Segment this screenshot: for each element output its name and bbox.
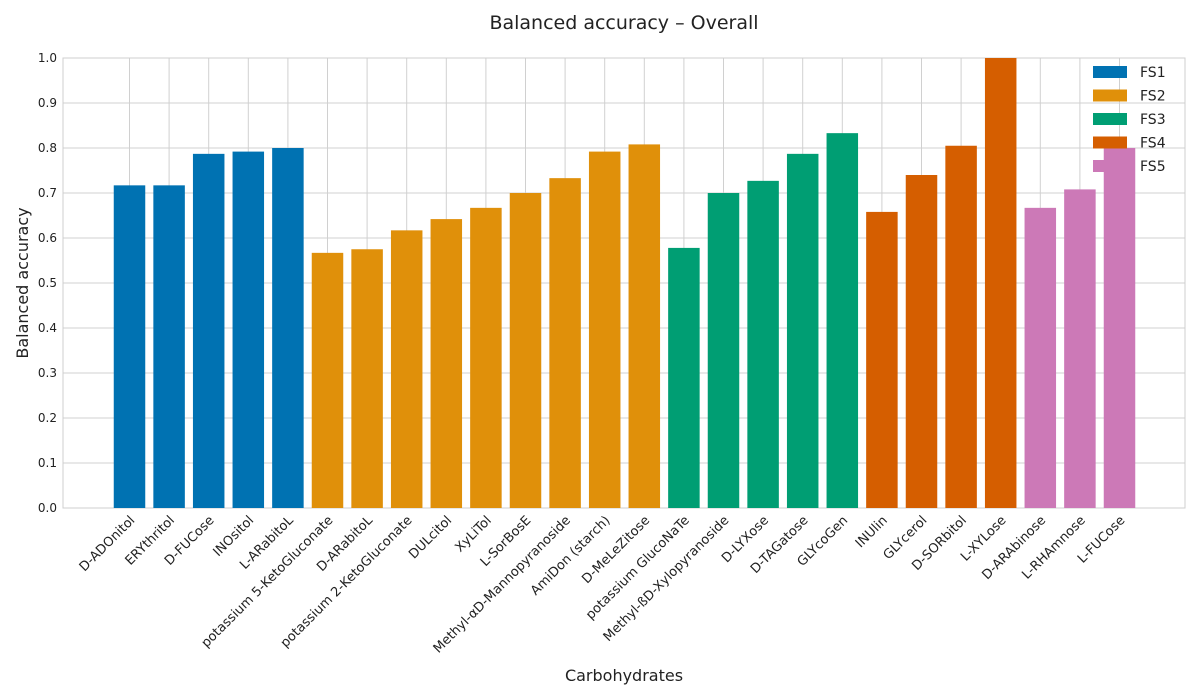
bar-fs4 [866,211,898,508]
bar-fs5 [1103,148,1136,508]
bar-fs2 [509,193,542,508]
y-tick-label: 0.6 [38,231,57,245]
x-tick-label: INUlin [853,513,891,551]
bars-layer [113,58,1136,508]
bar-fs1 [192,153,225,508]
chart-title: Balanced accuracy – Overall [489,12,758,34]
y-tick-label: 0.0 [38,501,57,515]
legend-swatch [1093,113,1127,125]
y-tick-label: 0.7 [38,186,57,200]
bar-fs1 [113,185,146,508]
bar-fs2 [549,178,581,508]
y-ticks: 0.0 0.1 0.2 0.3 0.4 0.5 0.6 0.7 0.8 0.9 1.0 [38,51,57,515]
bar-fs5 [1024,207,1057,508]
bar-fs2 [351,249,383,508]
y-tick-label: 0.4 [38,321,57,335]
y-tick-label: 0.3 [38,366,57,380]
x-axis-label: Carbohydrates [565,666,683,685]
y-tick-label: 0.8 [38,141,57,155]
bar-fs2 [430,219,463,508]
bar-fs2 [628,144,661,508]
x-ticks: D-ADOnitolERYthritolD-FUCoseINOsitolL-AR… [77,513,1129,657]
legend-swatch [1093,89,1127,102]
legend-label: FS5 [1140,159,1166,175]
bar-fs3 [668,247,700,508]
bar-fs1 [153,185,185,508]
bar-fs4 [984,58,1017,508]
bar-fs5 [1064,189,1096,508]
legend: FS1 FS2 FS3 FS4 FS5 [1093,65,1166,175]
bar-fs4 [905,175,938,508]
y-axis-label: Balanced accuracy [13,207,32,358]
y-tick-label: 0.5 [38,276,57,290]
bar-fs3 [747,180,779,508]
bar-fs2 [311,252,344,508]
bar-fs2 [470,207,502,508]
legend-swatch [1093,136,1127,149]
legend-swatch [1093,160,1127,172]
bar-fs3 [786,153,819,508]
bar-fs1 [272,148,304,508]
legend-label: FS2 [1140,89,1166,105]
grid-layer [62,57,1186,509]
legend-label: FS3 [1140,112,1166,128]
y-tick-label: 1.0 [38,51,57,65]
legend-swatch [1093,66,1127,78]
plot-frame [62,57,1186,509]
y-tick-label: 0.2 [38,411,57,425]
bar-fs1 [232,151,265,508]
y-tick-label: 0.1 [38,456,57,470]
legend-label: FS4 [1140,136,1166,152]
bar-fs2 [588,151,621,508]
legend-label: FS1 [1140,65,1166,81]
x-tick-label: DULcitol [406,513,455,562]
bar-fs3 [826,133,859,508]
x-tick-label: D-MeLeZitose [579,513,653,587]
y-tick-label: 0.9 [38,96,57,110]
bar-fs4 [945,145,977,508]
bar-fs2 [390,230,423,508]
bar-fs3 [707,193,740,508]
